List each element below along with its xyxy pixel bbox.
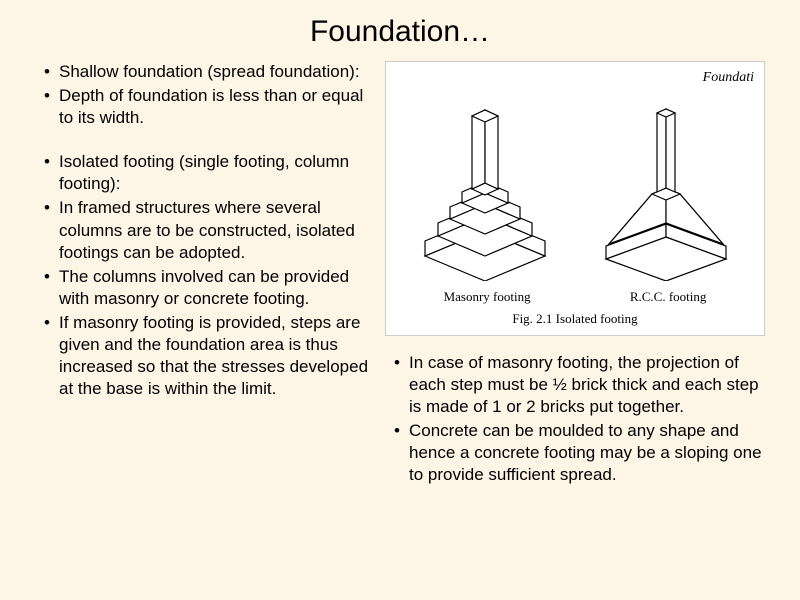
list-item: • If masonry footing is provided, steps … [35, 312, 370, 400]
bullet-group-right: • In case of masonry footing, the projec… [385, 352, 765, 487]
bullet-text: Concrete can be moulded to any shape and… [409, 420, 765, 486]
bullet-text: Depth of foundation is less than or equa… [59, 85, 370, 129]
bullet-icon: • [35, 61, 59, 83]
list-item: • Concrete can be moulded to any shape a… [385, 420, 765, 486]
bullet-group-1: • Shallow foundation (spread foundation)… [35, 61, 370, 129]
bullet-icon: • [385, 420, 409, 486]
list-item: • In framed structures where several col… [35, 197, 370, 263]
rcc-footing-icon [591, 101, 741, 281]
bullet-icon: • [385, 352, 409, 418]
list-item: • Isolated footing (single footing, colu… [35, 151, 370, 195]
left-column: • Shallow foundation (spread foundation)… [35, 61, 370, 489]
masonry-footing-icon [410, 101, 560, 281]
bullet-icon: • [35, 266, 59, 310]
figure-diagrams [394, 86, 756, 289]
figure-top-label: Foundati [394, 70, 756, 86]
bullet-text: If masonry footing is provided, steps ar… [59, 312, 370, 400]
bullet-icon: • [35, 151, 59, 195]
bullet-text: Isolated footing (single footing, column… [59, 151, 370, 195]
list-item: • In case of masonry footing, the projec… [385, 352, 765, 418]
figure-label-left: Masonry footing [444, 289, 531, 305]
bullet-text: In case of masonry footing, the projecti… [409, 352, 765, 418]
bullet-text: Shallow foundation (spread foundation): [59, 61, 370, 83]
list-item: • The columns involved can be provided w… [35, 266, 370, 310]
bullet-icon: • [35, 85, 59, 129]
page-title: Foundation… [35, 15, 765, 49]
list-item: • Depth of foundation is less than or eq… [35, 85, 370, 129]
footing-figure: Foundati [385, 61, 765, 336]
bullet-icon: • [35, 197, 59, 263]
right-column: Foundati [385, 61, 765, 489]
figure-label-right: R.C.C. footing [630, 289, 707, 305]
bullet-group-2: • Isolated footing (single footing, colu… [35, 151, 370, 400]
figure-caption: Fig. 2.1 Isolated footing [394, 311, 756, 327]
bullet-text: In framed structures where several colum… [59, 197, 370, 263]
content-area: • Shallow foundation (spread foundation)… [35, 61, 765, 489]
bullet-text: The columns involved can be provided wit… [59, 266, 370, 310]
bullet-icon: • [35, 312, 59, 400]
list-item: • Shallow foundation (spread foundation)… [35, 61, 370, 83]
